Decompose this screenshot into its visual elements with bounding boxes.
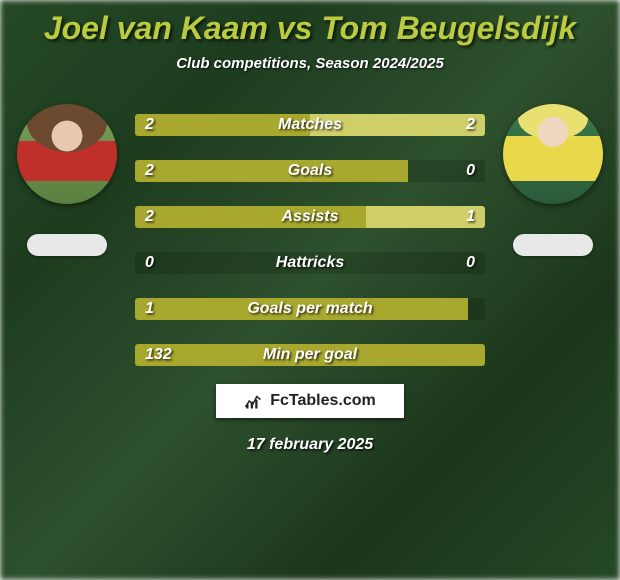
stat-label: Hattricks — [276, 254, 344, 272]
stat-row: 2 Goals 0 — [135, 160, 485, 182]
player-right-country-pill — [513, 234, 593, 256]
chart-icon — [244, 392, 262, 410]
stats-list: 2 Matches 2 2 Goals 0 2 Assists 1 0 Hattricks 0 1 Goa… — [135, 104, 485, 366]
stat-value-left: 2 — [145, 162, 154, 180]
player-left-avatar — [17, 104, 117, 204]
stat-label: Assists — [282, 208, 339, 226]
branding-text: FcTables.com — [270, 392, 376, 410]
stat-value-right: 2 — [466, 116, 475, 134]
stat-value-left: 2 — [145, 208, 154, 226]
stat-value-right: 1 — [466, 208, 475, 226]
player-left-column — [17, 104, 117, 256]
stat-value-right: 0 — [466, 254, 475, 272]
stat-value-left: 2 — [145, 116, 154, 134]
comparison-card: Joel van Kaam vs Tom Beugelsdijk Club co… — [0, 0, 620, 580]
stat-label: Matches — [278, 116, 342, 134]
stat-row: 2 Assists 1 — [135, 206, 485, 228]
branding-badge: FcTables.com — [216, 384, 404, 418]
player-right-avatar — [503, 104, 603, 204]
stat-value-left: 132 — [145, 346, 172, 364]
stat-label: Min per goal — [263, 346, 357, 364]
date-label: 17 february 2025 — [247, 436, 373, 454]
stat-bar-left — [135, 160, 408, 182]
main-row: 2 Matches 2 2 Goals 0 2 Assists 1 0 Hattricks 0 1 Goa… — [0, 104, 620, 366]
stat-label: Goals per match — [247, 300, 372, 318]
stat-label: Goals — [288, 162, 332, 180]
stat-row: 0 Hattricks 0 — [135, 252, 485, 274]
stat-value-left: 0 — [145, 254, 154, 272]
page-title: Joel van Kaam vs Tom Beugelsdijk — [44, 10, 576, 47]
stat-value-left: 1 — [145, 300, 154, 318]
stat-row: 132 Min per goal — [135, 344, 485, 366]
player-left-country-pill — [27, 234, 107, 256]
stat-row: 1 Goals per match — [135, 298, 485, 320]
stat-value-right: 0 — [466, 162, 475, 180]
player-right-column — [503, 104, 603, 256]
subtitle: Club competitions, Season 2024/2025 — [176, 55, 444, 72]
stat-row: 2 Matches 2 — [135, 114, 485, 136]
